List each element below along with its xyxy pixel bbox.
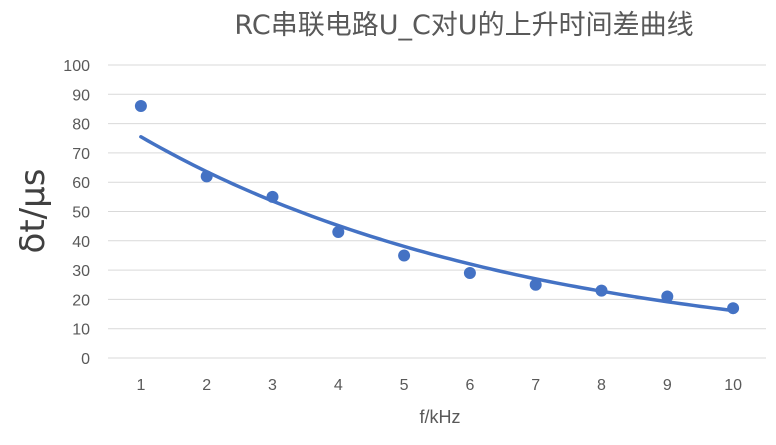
- y-tick-label: 30: [72, 263, 90, 280]
- x-tick-label: 2: [202, 377, 211, 394]
- y-tick-label: 0: [81, 351, 90, 368]
- x-tick-label: 1: [136, 377, 145, 394]
- y-tick-label: 10: [72, 322, 90, 339]
- y-tick-label: 50: [72, 205, 90, 222]
- y-tick-label: 70: [72, 146, 90, 163]
- y-axis-label: δt/μs: [13, 169, 53, 254]
- y-tick-label: 40: [72, 234, 90, 251]
- x-tick-label: 9: [663, 377, 672, 394]
- x-tick-label: 3: [268, 377, 277, 394]
- y-tick-label: 60: [72, 175, 90, 192]
- x-tick-label: 8: [597, 377, 606, 394]
- x-tick-label: 5: [400, 377, 409, 394]
- y-tick-label: 100: [63, 58, 90, 75]
- x-axis-label: f/kHz: [419, 407, 460, 427]
- data-point: [200, 170, 213, 183]
- data-point: [266, 190, 279, 203]
- data-point: [529, 278, 542, 291]
- y-tick-label: 90: [72, 87, 90, 104]
- x-tick-label: 10: [724, 377, 742, 394]
- data-point: [661, 290, 674, 303]
- data-point: [134, 100, 147, 113]
- x-tick-label: 4: [334, 377, 343, 394]
- data-point: [332, 226, 345, 239]
- trendline: [139, 135, 735, 313]
- x-tick-label: 6: [465, 377, 474, 394]
- data-point: [463, 267, 476, 280]
- grid: [108, 64, 766, 359]
- x-axis-ticks: 1 2 3 4 5 6 7 8 9 10: [136, 377, 742, 394]
- y-tick-label: 80: [72, 117, 90, 134]
- x-tick-label: 7: [531, 377, 540, 394]
- y-axis-ticks: 0 10 20 30 40 50 60 70 80 90 100: [63, 58, 90, 368]
- data-points: [134, 100, 740, 315]
- data-point: [398, 249, 411, 262]
- chart-title: RC串联电路U_C对U的上升时间差曲线: [234, 10, 693, 41]
- y-tick-label: 20: [72, 292, 90, 309]
- data-point: [595, 284, 608, 297]
- data-point: [727, 302, 740, 315]
